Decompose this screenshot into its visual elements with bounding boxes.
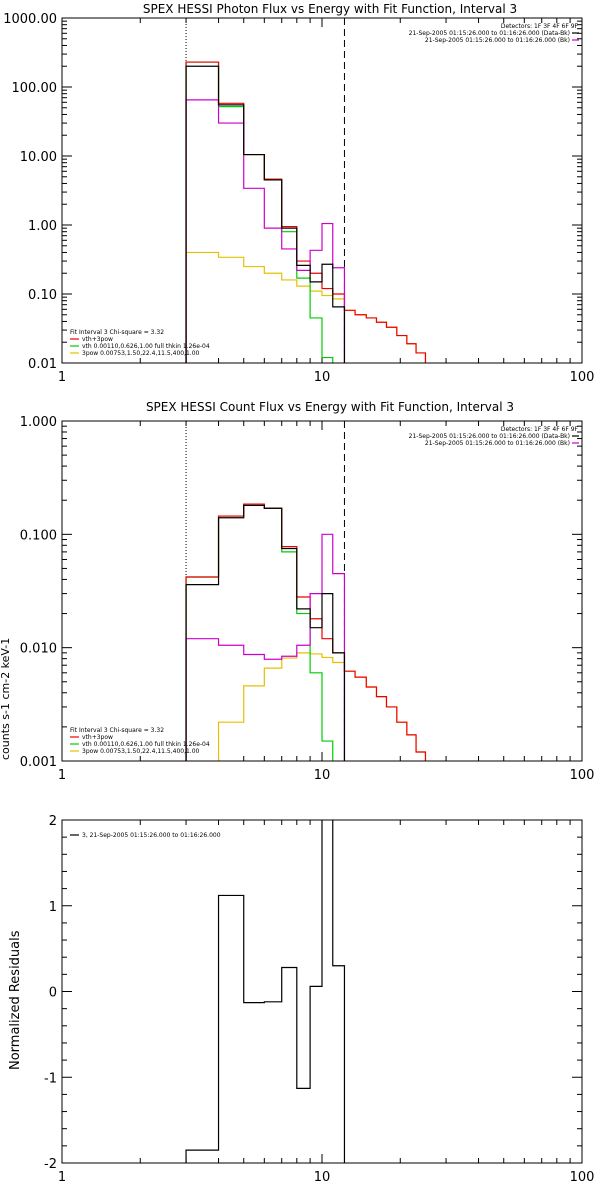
legend-entry: 3, 21-Sep-2005 01:15:26.000 to 01:16:26.…: [82, 832, 221, 839]
legend-entry: 3pow 0.00753,1.50,22.4,11.5,400,1.00: [82, 350, 200, 357]
series-vth-line: [185, 61, 334, 363]
series-bk-line: [185, 533, 346, 761]
series-3pow-line: [185, 251, 427, 363]
y-tick-label: 1.00: [28, 219, 57, 234]
legend-entry: Fit Interval 3 Chi-square = 3.32: [70, 329, 164, 336]
y-tick-label: -2: [44, 1157, 57, 1172]
y-tick-label: 0.01: [28, 357, 57, 372]
legend-entry: vth 0.00110,0.626,1.00 full thkin 1.26e-…: [82, 343, 210, 350]
series-residual-line: [185, 820, 346, 1163]
plot-frame: [61, 819, 583, 1164]
y-tick-label: 0.100: [20, 528, 57, 543]
y-tick-label: 0.10: [28, 288, 57, 303]
y-tick-label: -1: [44, 1071, 57, 1086]
chart-title: SPEX HESSI Photon Flux vs Energy with Fi…: [143, 2, 517, 16]
info-line: Detectors: 1F 3F 4F 6F 9F: [501, 426, 579, 433]
legend-entry: vth+3pow: [82, 336, 113, 343]
legend-entry: vth 0.00110,0.626,1.00 full thkin 1.26e-…: [82, 741, 210, 748]
x-tick-label: 1: [58, 768, 66, 783]
series-data-bk-line: [185, 504, 346, 761]
info-line: 21-Sep-2005 01:15:26.000 to 01:16:26.000…: [425, 440, 570, 447]
y-axis-label: Normalized Residuals: [8, 930, 23, 1070]
x-tick-label: 1: [58, 370, 66, 385]
y-tick-label: 2: [49, 814, 57, 829]
info-line: 21-Sep-2005 01:15:26.000 to 01:16:26.000…: [409, 433, 570, 440]
legend-entry: vth+3pow: [82, 734, 113, 741]
info-line: 21-Sep-2005 01:15:26.000 to 01:16:26.000…: [409, 30, 570, 37]
chart-title: SPEX HESSI Count Flux vs Energy with Fit…: [146, 400, 514, 414]
series-vth-line: [185, 503, 334, 761]
x-tick-label: 10: [314, 1170, 331, 1185]
x-tick-label: 100: [570, 370, 595, 385]
series-3pow-line: [185, 652, 427, 761]
plot-frame: [61, 17, 583, 364]
legend-entry: 3pow 0.00753,1.50,22.4,11.5,400,1.00: [82, 748, 200, 755]
x-tick-label: 100: [570, 1170, 595, 1185]
x-tick-label: 10: [314, 370, 331, 385]
series-data-bk-line: [185, 65, 346, 363]
y-tick-label: 0.001: [20, 755, 57, 770]
y-tick-label: 10.00: [20, 150, 57, 165]
y-tick-label: 1000.00: [3, 12, 57, 27]
y-axis-label: counts s-1 cm-2 keV-1: [0, 638, 12, 760]
count-flux-panel: SPEX HESSI Count Flux vs Energy with Fit…: [0, 400, 594, 783]
series-bk-line: [185, 99, 346, 363]
y-tick-label: 1.000: [20, 415, 57, 430]
x-tick-label: 1: [58, 1170, 66, 1185]
info-line: 21-Sep-2005 01:15:26.000 to 01:16:26.000…: [425, 37, 570, 44]
y-tick-label: 0.010: [20, 642, 57, 657]
y-tick-label: 100.00: [12, 81, 58, 96]
info-line: Detectors: 1F 3F 4F 6F 9F: [501, 23, 579, 30]
x-tick-label: 100: [570, 768, 595, 783]
y-tick-label: 0: [49, 986, 57, 1001]
x-tick-label: 10: [314, 768, 331, 783]
photon-flux-panel: SPEX HESSI Photon Flux vs Energy with Fi…: [3, 2, 594, 385]
plot-frame: [61, 420, 583, 762]
legend-entry: Fit Interval 3 Chi-square = 3.32: [70, 727, 164, 734]
y-tick-label: 1: [49, 900, 57, 915]
